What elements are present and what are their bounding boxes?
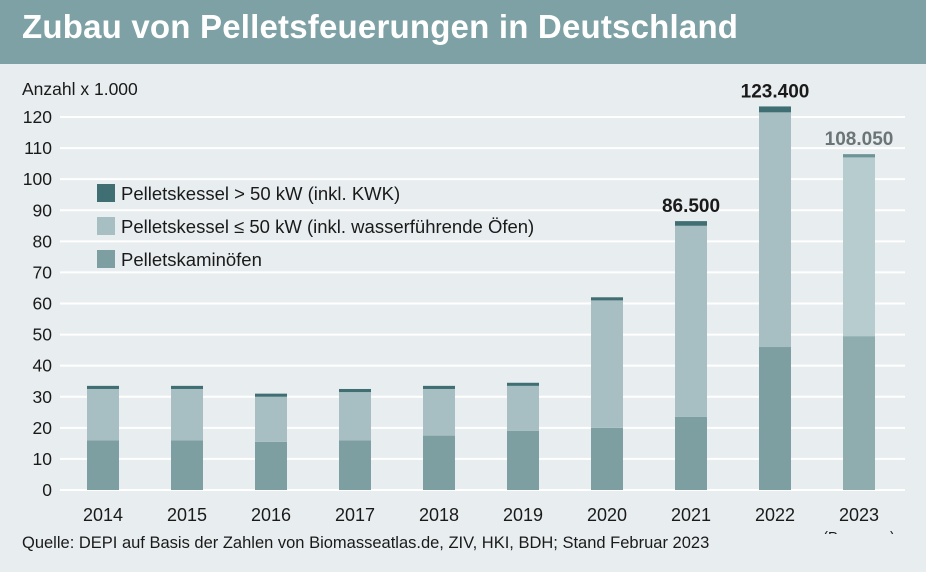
bar-segment-kessel-large xyxy=(255,393,287,397)
y-tick-label: 70 xyxy=(33,262,53,282)
legend-swatch xyxy=(97,250,115,268)
bar-segment-kaminoefen xyxy=(843,336,875,490)
bar-segment-kessel-small xyxy=(675,225,707,417)
bar-segment-kessel-small xyxy=(591,300,623,428)
y-tick-label: 110 xyxy=(24,138,52,158)
x-tick-label: 2018 xyxy=(419,505,459,525)
bar-segment-kessel-small xyxy=(171,388,203,441)
x-tick-label: 2016 xyxy=(251,505,291,525)
source-note: Quelle: DEPI auf Basis der Zahlen von Bi… xyxy=(22,534,710,552)
bar-segment-kaminoefen xyxy=(87,440,119,490)
bar-segment-kessel-large xyxy=(507,382,539,386)
x-tick-label: 2015 xyxy=(167,505,207,525)
bar-segment-kessel-small xyxy=(339,392,371,441)
bar-segment-kaminoefen xyxy=(507,430,539,490)
bar-segment-kaminoefen xyxy=(423,435,455,490)
bar-segment-kessel-small xyxy=(87,388,119,441)
total-label: 108.050 xyxy=(825,129,894,150)
bar-segment-kessel-large xyxy=(87,385,119,389)
y-tick-label: 10 xyxy=(33,449,53,469)
legend-label: Pelletskessel ≤ 50 kW (inkl. wasserführe… xyxy=(121,216,534,237)
bar-chart: 0 10 20 30 40 50 60 70 80 90 100 110 120 Anzahl x 1.0… xyxy=(22,79,905,534)
x-tick-label: 2023 xyxy=(839,505,879,525)
x-tick-note: (Prognose) xyxy=(823,530,895,534)
legend-swatch xyxy=(97,184,115,202)
bar-segment-kessel-small xyxy=(423,388,455,436)
bar-segment-kaminoefen xyxy=(255,441,287,490)
bar-segment-kaminoefen xyxy=(171,440,203,490)
bar-segment-kessel-large xyxy=(591,297,623,301)
y-tick-label: 40 xyxy=(33,356,53,376)
y-tick-label: 120 xyxy=(23,107,52,127)
x-tick-label: 2017 xyxy=(335,505,375,525)
x-tick-label: 2021 xyxy=(671,505,711,525)
bar-segment-kessel-large xyxy=(423,385,455,389)
title-banner: Zubau von Pelletsfeuerungen in Deutschla… xyxy=(0,0,926,64)
bar-segment-kessel-large xyxy=(759,106,791,113)
total-label: 123.400 xyxy=(741,81,810,102)
total-label: 86.500 xyxy=(662,196,720,217)
bar-segment-kessel-large xyxy=(675,221,707,226)
y-tick-label: 90 xyxy=(33,200,53,220)
x-tick-label: 2020 xyxy=(587,505,627,525)
bar-segment-kaminoefen xyxy=(591,427,623,490)
y-axis-label: Anzahl x 1.000 xyxy=(22,79,138,99)
bar-segment-kessel-small xyxy=(759,112,791,348)
bar-segment-kaminoefen xyxy=(675,416,707,490)
bar-segment-kessel-large xyxy=(843,154,875,158)
legend-label: Pelletskessel > 50 kW (inkl. KWK) xyxy=(121,183,400,204)
x-tick-label: 2022 xyxy=(755,505,795,525)
bar-segment-kaminoefen xyxy=(339,440,371,490)
bar-segment-kessel-large xyxy=(171,385,203,389)
x-tick-label: 2019 xyxy=(503,505,543,525)
bar-segment-kaminoefen xyxy=(759,347,791,490)
y-tick-label: 50 xyxy=(33,325,53,345)
y-tick-label: 60 xyxy=(33,294,53,314)
bar-segment-kessel-small xyxy=(507,385,539,431)
legend-swatch xyxy=(97,217,115,235)
y-tick-label: 100 xyxy=(23,169,52,189)
y-tick-label: 0 xyxy=(42,480,52,500)
y-tick-label: 80 xyxy=(33,231,53,251)
bar-segment-kessel-small xyxy=(843,157,875,337)
y-tick-label: 20 xyxy=(33,418,53,438)
chart-title: Zubau von Pelletsfeuerungen in Deutschla… xyxy=(22,8,739,45)
x-tick-label: 2014 xyxy=(83,505,123,525)
bar-segment-kessel-small xyxy=(255,396,287,442)
legend-label: Pelletskaminöfen xyxy=(121,249,262,270)
bar-segment-kessel-large xyxy=(339,388,371,393)
y-tick-label: 30 xyxy=(33,387,53,407)
